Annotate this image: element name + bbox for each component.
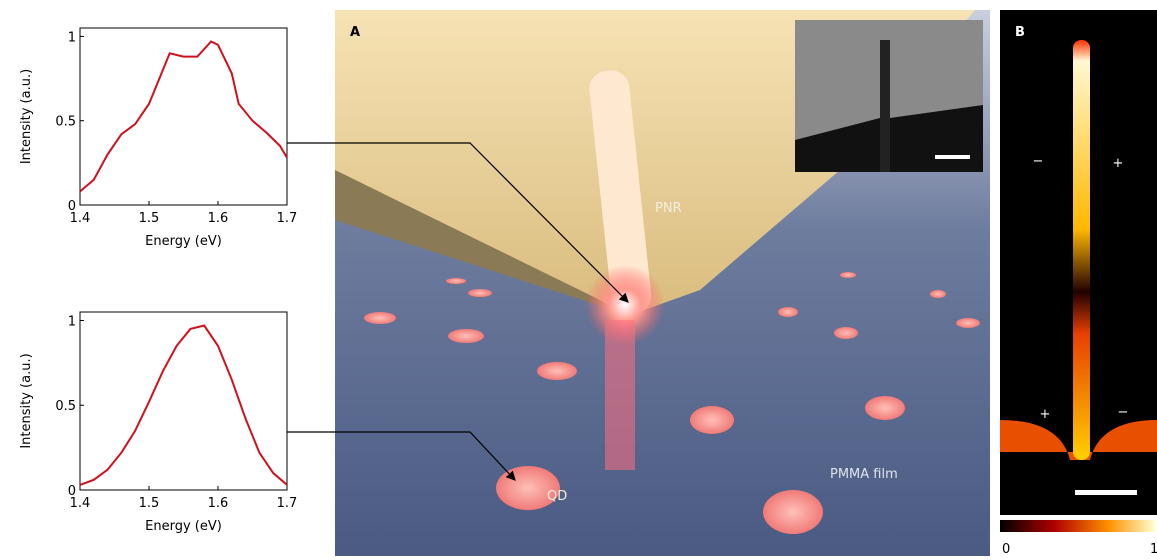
axes-frame xyxy=(79,311,288,491)
x-tick-label: 1.5 xyxy=(139,211,160,226)
panel-label: A xyxy=(350,25,360,40)
colorbar-tick: 1 xyxy=(1150,542,1157,556)
charge-sign: − xyxy=(1033,154,1044,169)
y-tick-label: 0.5 xyxy=(55,399,76,414)
charge-sign: + xyxy=(1113,156,1124,171)
y-tick-label: 1 xyxy=(68,30,76,45)
y-axis-label: Intensity (a.u.) xyxy=(19,69,34,164)
y-axis-label: Intensity (a.u.) xyxy=(19,353,34,448)
qd-label: QD xyxy=(547,489,567,504)
x-tick-label: 1.4 xyxy=(70,211,91,226)
panel-a-image: A PNR QD PMMA film xyxy=(335,10,990,556)
x-tick-label: 1.4 xyxy=(70,496,91,511)
y-tick-label: 0 xyxy=(68,199,76,214)
panel-b-image: B − + + − 0 1 xyxy=(1000,10,1157,557)
film-label: PMMA film xyxy=(830,467,898,482)
x-tick-label: 1.6 xyxy=(208,496,229,511)
y-tick-label: 0 xyxy=(68,484,76,499)
charge-sign: − xyxy=(1118,405,1129,420)
x-tick-label: 1.7 xyxy=(277,496,298,511)
colorbar-tick: 0 xyxy=(1002,542,1010,556)
x-tick-label: 1.6 xyxy=(208,211,229,226)
connectors xyxy=(287,142,629,481)
x-axis-label: Energy (eV) xyxy=(145,234,222,249)
x-axis-label: Energy (eV) xyxy=(145,519,222,534)
spectrum-line xyxy=(79,40,288,193)
pnr-label: PNR xyxy=(655,201,682,216)
spectrum-line xyxy=(79,324,288,486)
x-tick-label: 1.5 xyxy=(139,496,160,511)
charge-sign: + xyxy=(1040,407,1051,422)
y-tick-label: 1 xyxy=(68,314,76,329)
x-tick-label: 1.7 xyxy=(277,211,298,226)
panel-label: B xyxy=(1015,25,1025,40)
axes-frame xyxy=(79,27,288,206)
y-tick-label: 0.5 xyxy=(55,115,76,130)
